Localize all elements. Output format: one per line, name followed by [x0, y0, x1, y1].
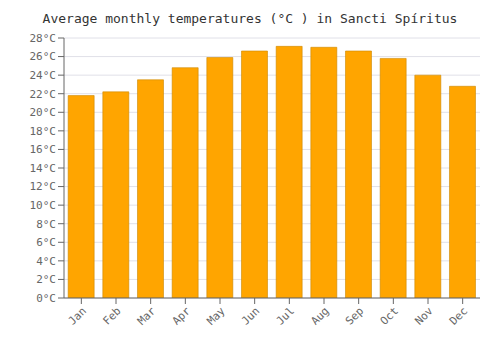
svg-text:Jan: Jan — [66, 304, 89, 327]
svg-text:28°C: 28°C — [30, 32, 57, 45]
svg-text:May: May — [204, 304, 228, 328]
svg-text:Jun: Jun — [239, 304, 262, 327]
svg-text:Oct: Oct — [378, 304, 401, 327]
svg-text:10°C: 10°C — [30, 199, 57, 212]
svg-text:Mar: Mar — [135, 304, 159, 328]
svg-text:8°C: 8°C — [36, 218, 56, 231]
svg-text:26°C: 26°C — [30, 50, 57, 63]
svg-text:14°C: 14°C — [30, 162, 57, 175]
svg-text:16°C: 16°C — [30, 143, 57, 156]
svg-text:Aug: Aug — [308, 304, 331, 327]
svg-text:Apr: Apr — [170, 304, 194, 328]
svg-text:6°C: 6°C — [36, 236, 56, 249]
svg-text:Jul: Jul — [274, 304, 297, 327]
svg-text:4°C: 4°C — [36, 255, 56, 268]
html-text:Average monthly temperatures (: Average monthly temperatures (°C ) in Sa… — [42, 11, 458, 26]
svg-text:Feb: Feb — [100, 304, 123, 327]
svg-text:20°C: 20°C — [30, 106, 57, 119]
svg-text:22°C: 22°C — [30, 88, 57, 101]
svg-text:Dec: Dec — [447, 304, 470, 327]
svg-text:Sep: Sep — [343, 304, 366, 327]
svg-text:0°C: 0°C — [36, 292, 56, 305]
svg-text:18°C: 18°C — [30, 125, 57, 138]
svg-text:12°C: 12°C — [30, 180, 57, 193]
svg-text:24°C: 24°C — [30, 69, 57, 82]
svg-text:2°C: 2°C — [36, 273, 56, 286]
svg-text:Nov: Nov — [412, 304, 436, 328]
